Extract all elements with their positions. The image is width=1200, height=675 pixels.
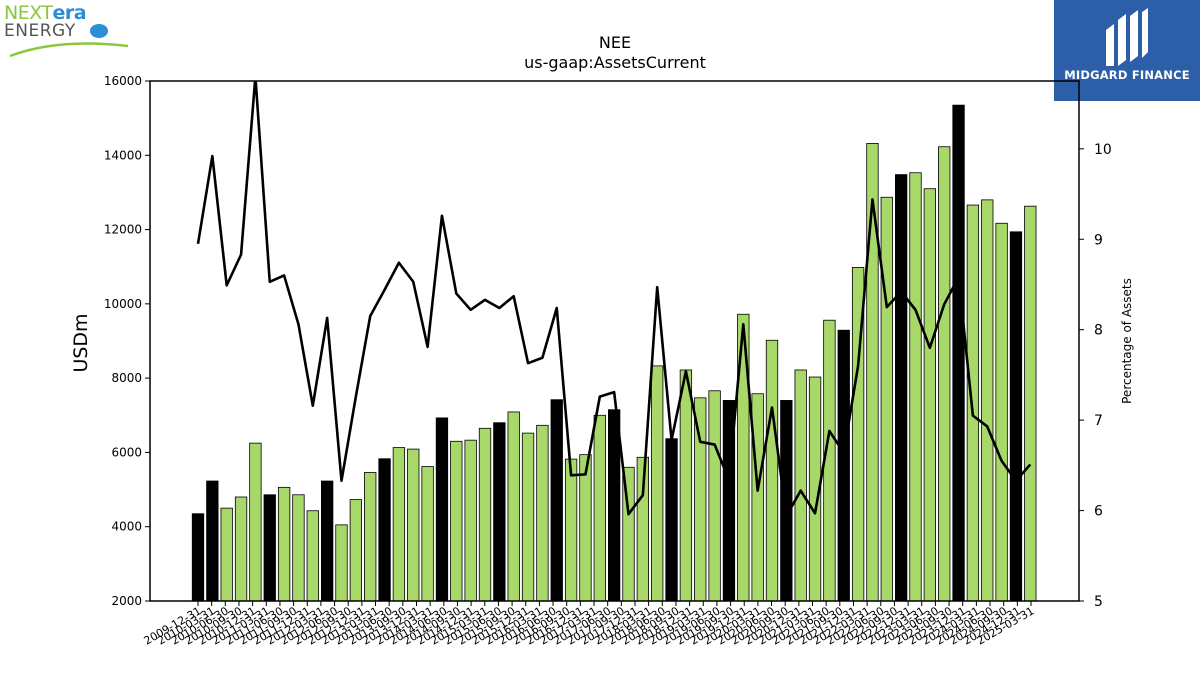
bar (665, 438, 678, 602)
bar (794, 369, 807, 602)
bar (780, 400, 793, 602)
logo-energy-text: ENERGY (4, 21, 76, 41)
bar (407, 448, 420, 602)
bar (435, 417, 449, 602)
y2-tick-label: 7 (1094, 413, 1103, 429)
bar (378, 458, 391, 602)
y-tick-label: 16000 (104, 74, 142, 88)
bar (765, 339, 779, 602)
bar (521, 432, 535, 602)
bar (751, 393, 764, 602)
bar (579, 454, 592, 602)
bar (1009, 231, 1023, 602)
y-tick-label: 12000 (104, 223, 142, 237)
y-axis-label: USDm (70, 313, 92, 372)
bar (593, 414, 606, 602)
y-tick-label: 2000 (111, 594, 142, 608)
logo-ball-icon (90, 24, 108, 38)
y2-tick-label: 5 (1094, 594, 1103, 610)
chart-subtitle: us-gaap:AssetsCurrent (524, 53, 706, 72)
bar (392, 447, 406, 602)
logo-swoosh-icon (9, 42, 129, 58)
bar (564, 458, 578, 602)
y-tick-label: 10000 (104, 297, 142, 311)
nextera-energy-logo: NEXTera ENERGY (4, 2, 134, 60)
y-tick-label: 4000 (111, 520, 142, 534)
midgard-mark-icon (1106, 8, 1148, 66)
bar (952, 104, 965, 602)
bar (206, 480, 219, 602)
y2-tick-label: 10 (1094, 142, 1112, 158)
bar (263, 494, 276, 602)
bar (234, 496, 248, 602)
bar (880, 196, 893, 602)
percentage-line (196, 81, 1032, 518)
logo-era-text: era (52, 2, 87, 24)
bar (981, 199, 994, 602)
bar (493, 422, 506, 602)
bar (651, 365, 664, 602)
bar (507, 411, 520, 602)
bar (191, 513, 205, 602)
y-tick-label: 6000 (111, 445, 142, 459)
bar (220, 507, 233, 602)
bar (608, 409, 621, 602)
y2-tick-label: 9 (1094, 232, 1103, 248)
bar (249, 442, 262, 602)
y2-tick-label: 6 (1094, 504, 1103, 520)
bar (895, 174, 908, 602)
y2-tick-label: 8 (1094, 323, 1103, 339)
logo-wordmark-top: NEXTera (4, 2, 87, 24)
bar (450, 440, 463, 602)
y-tick-label: 8000 (111, 371, 142, 385)
bar (364, 472, 377, 602)
bar (478, 427, 492, 602)
bar (909, 172, 922, 602)
y2-axis-label: Percentage of Assets (1120, 278, 1134, 404)
bar (277, 486, 291, 602)
bar (306, 510, 319, 602)
bar (995, 222, 1008, 602)
midgard-wordmark: MIDGARD FINANCE (1064, 68, 1190, 82)
plot-frame (149, 80, 1080, 602)
bar (938, 146, 951, 602)
bar (923, 188, 936, 602)
bar (708, 390, 721, 602)
bar (464, 439, 477, 602)
bar (335, 524, 348, 602)
plot-area: 2000 4000 6000 8000 10000 12000 14000 16000 5 6 7 8… (104, 74, 1112, 648)
y-tick-label: 14000 (104, 148, 142, 162)
bar (349, 499, 363, 602)
bar (292, 494, 305, 602)
bar (536, 424, 549, 602)
bar (421, 466, 434, 602)
chart-title: NEE (599, 33, 631, 52)
bar (320, 480, 334, 602)
bar (550, 399, 563, 602)
bar (837, 329, 850, 602)
bar (679, 369, 693, 602)
bar (1024, 205, 1037, 602)
logo-next-text: NEXT (4, 2, 53, 24)
